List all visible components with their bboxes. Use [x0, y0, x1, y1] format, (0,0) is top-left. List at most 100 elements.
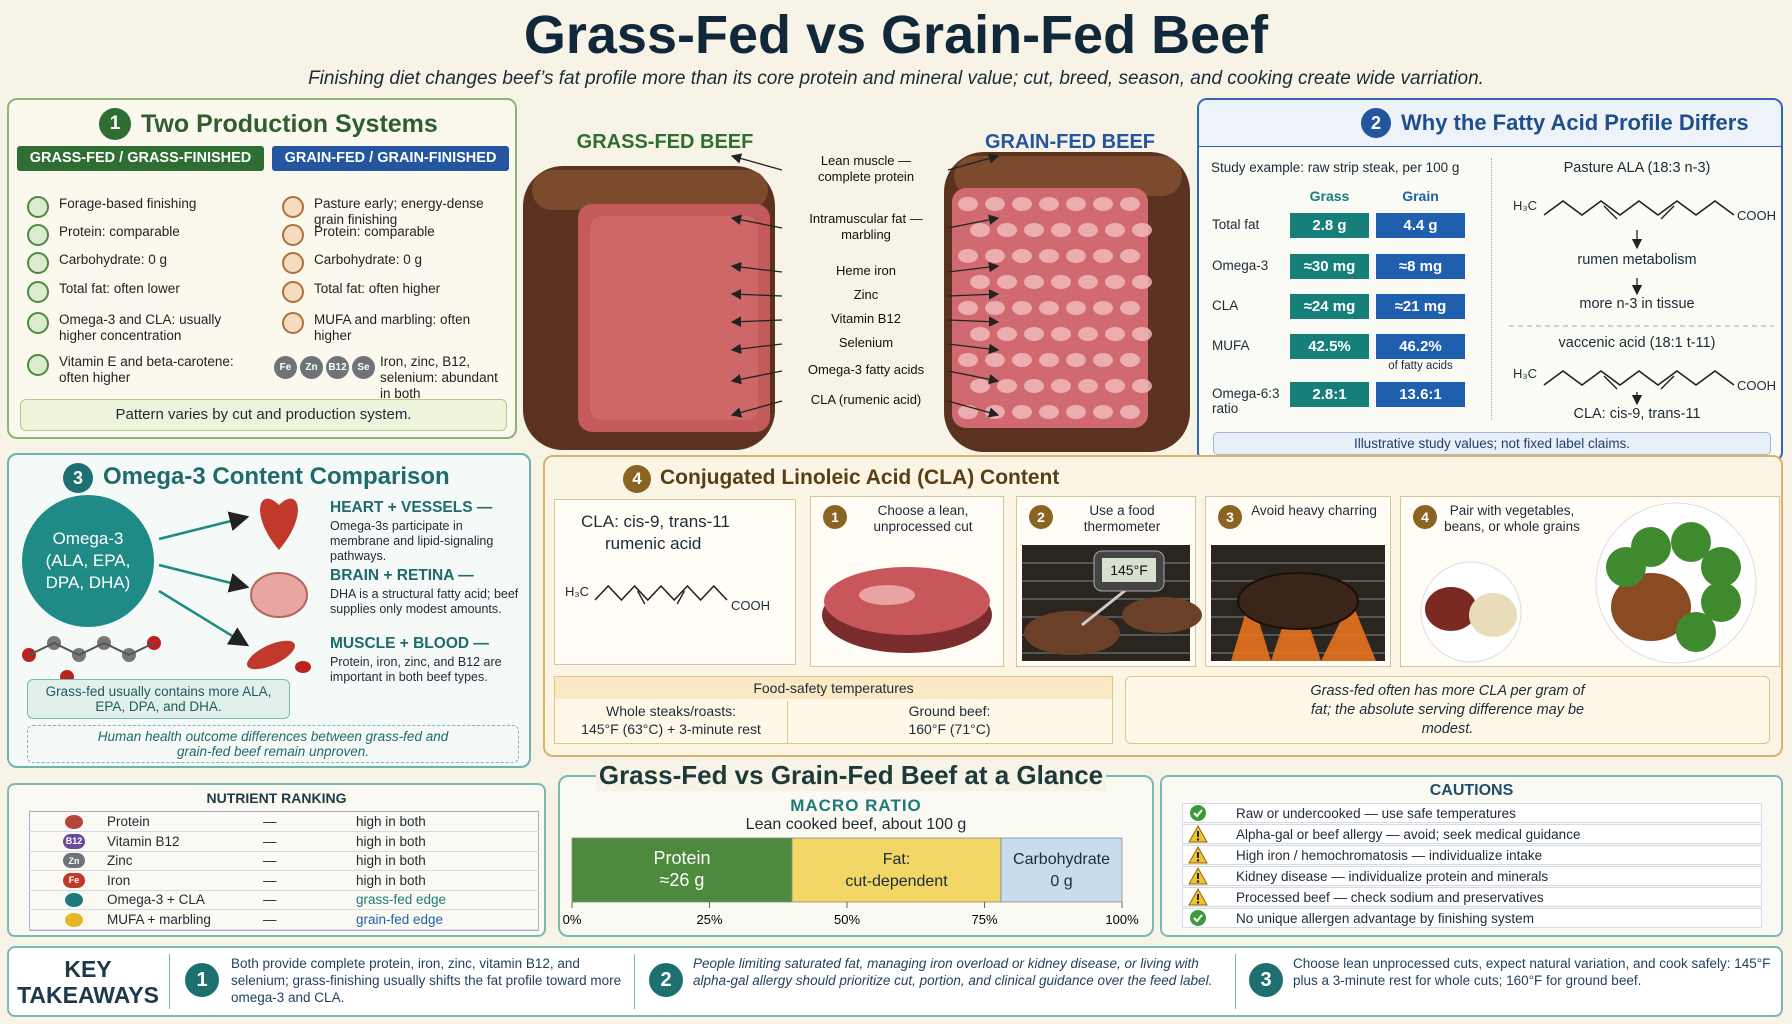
macro-subtitle: Lean cooked beef, about 100 g [745, 816, 967, 833]
takeaways-label: KEY TAKEAWAYS [17, 956, 159, 1008]
nutrient-name: Zinc [107, 853, 133, 868]
segment-name: Protein [653, 848, 710, 868]
separator-line [634, 954, 635, 1009]
organ-title: HEART + VESSELS — [330, 499, 493, 516]
bond [28, 641, 155, 657]
pointer-arrow [947, 261, 1000, 273]
patty [1122, 597, 1202, 633]
macro-title: MACRO RATIO [790, 796, 922, 815]
row-line [29, 850, 539, 852]
caution-text: Raw or undercooked — use safe temperatur… [1236, 806, 1516, 821]
pathway-text: vaccenic acid (18:1 t-11) [1558, 335, 1716, 351]
double-bond [1660, 375, 1675, 390]
carbon-chain [594, 584, 728, 602]
pointer-arrow [730, 289, 783, 300]
tick-label: 50% [834, 912, 860, 927]
caution-icon [1188, 866, 1208, 885]
pointer-arrow [730, 400, 783, 418]
icon-shape [282, 196, 304, 218]
broccoli [1701, 547, 1741, 587]
omega-note: Grass-fed usually contains more ALA, EPA… [27, 679, 290, 719]
separator: — [263, 911, 277, 927]
caution-row [1182, 887, 1762, 907]
col-header: Grain [1402, 188, 1439, 204]
steak-label: Intramuscular fat — marbling [809, 211, 923, 242]
separator-line [1235, 954, 1236, 1009]
muscle-icon [247, 640, 295, 670]
marbling [1024, 327, 1044, 341]
row-line [29, 831, 539, 832]
marbling [1039, 249, 1059, 263]
panel-title: Why the Fatty Acid Profile Differs [1401, 110, 1749, 135]
cla-panel: 4 Conjugated Linoleic Acid (CLA) Content C… [543, 455, 1783, 757]
marbling [1132, 379, 1152, 393]
icon-shape [282, 281, 304, 303]
icon-shape [27, 281, 49, 303]
marbling [985, 301, 1005, 315]
marbling [997, 275, 1017, 289]
row-label: MUFA [1212, 338, 1250, 353]
nutrient-value: grass-fed edge [356, 892, 447, 907]
header-band [1199, 100, 1781, 147]
icon-shape [27, 354, 49, 376]
item-icon [27, 252, 49, 274]
pathway-text: Pasture ALA (18:3 n-3) [1563, 160, 1711, 176]
panel-title: Two Production Systems [141, 110, 438, 138]
ok-circle [1190, 805, 1206, 821]
segment-label: 0 g [1050, 873, 1072, 890]
tip-text: Avoid heavy charring [1251, 503, 1377, 518]
marbling [1093, 301, 1113, 315]
nutrient-icon: Fe [63, 872, 85, 888]
brain-icon [250, 572, 308, 618]
study-note: Study example: raw strip steak, per 100 … [1211, 160, 1460, 175]
marbling [958, 301, 978, 315]
marbling [1120, 301, 1140, 315]
charred-steak [1237, 572, 1359, 630]
tip-text: Pair with vegetables, beans, or whole gr… [1444, 503, 1580, 534]
number-badge: 2 [649, 963, 683, 997]
safety-label: Whole steaks/roasts: [606, 703, 736, 719]
tip-card: 1 Choose a lean, unprocessed cut [810, 496, 1004, 667]
marbling [1093, 405, 1113, 419]
steak-label: Omega-3 fatty acids [807, 362, 925, 377]
pathway-text: more n-3 in tissue [1579, 296, 1695, 312]
caution-icon [1188, 887, 1208, 906]
pointer-arrow [947, 400, 1000, 418]
warn-dot [1196, 880, 1200, 883]
nutrient-icon: Zn [63, 853, 85, 868]
steak-label: Lean muscle — complete protein [817, 153, 915, 184]
mufa-note: of fatty acids [1388, 360, 1453, 372]
page-subtitle: Finishing diet changes beef’s fat profil… [308, 68, 1484, 89]
safety-value: 145°F (63°C) + 3-minute rest [581, 721, 761, 737]
nutrient-name: Vitamin B12 [107, 833, 180, 849]
steak-top [954, 156, 1182, 196]
item-text: Protein: comparable [59, 224, 180, 239]
tip-card: 3 Avoid heavy charring [1205, 496, 1391, 667]
marbling [1132, 275, 1152, 289]
pointer-arrow [947, 343, 1000, 355]
warn-dot [1196, 859, 1200, 862]
marbling [1078, 379, 1098, 393]
grain-cell: ≈8 mg [1376, 254, 1465, 279]
tick-label: 75% [971, 912, 997, 927]
structure-name: rumenic acid [605, 534, 702, 553]
tip-card: 4 Pair with vegetables, beans, or whole g… [1400, 496, 1780, 667]
pathway-text: rumen metabolism [1577, 252, 1697, 268]
pointer-arrow [730, 370, 783, 385]
icon-shape [27, 196, 49, 218]
nutrient-icon [65, 912, 83, 927]
pointer-arrow [947, 214, 1000, 229]
flame [1231, 595, 1271, 661]
icon-shape [282, 224, 304, 246]
safety-box: Food-safety temperatures Whole steaks/roa… [554, 676, 1113, 744]
pointer-arrow [947, 153, 1000, 171]
page-title: Grass-Fed vs Grain-Fed Beef [523, 5, 1269, 65]
double-bond [1660, 205, 1675, 220]
item-icon [27, 354, 49, 376]
marbling [970, 327, 990, 341]
marbling [1012, 301, 1032, 315]
marbling [970, 379, 990, 393]
carboxyl-label: COOH [731, 598, 770, 613]
icon-shape [65, 912, 83, 927]
